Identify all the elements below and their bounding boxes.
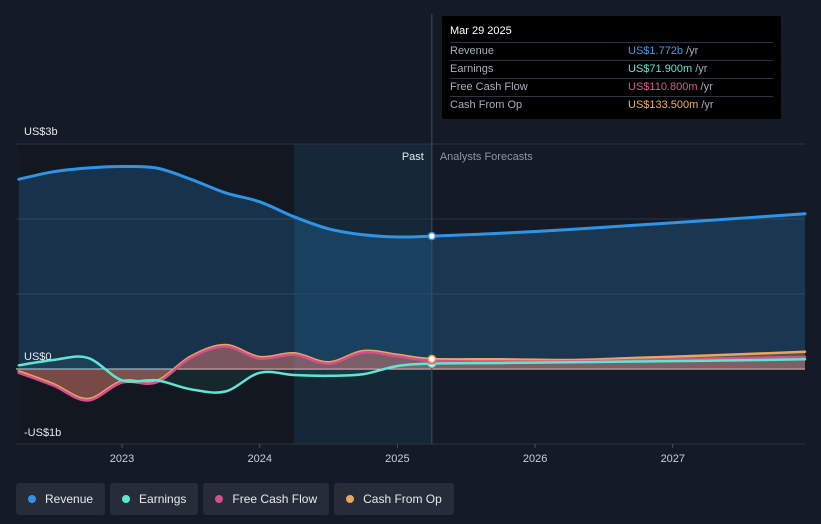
area-free-cash-flow	[18, 346, 806, 401]
series-line-revenue	[17, 164, 807, 239]
x-tick-label: 2024	[247, 453, 271, 465]
tooltip-value: US$71.900m	[628, 63, 693, 75]
tooltip: Mar 29 2025 Revenue US$1.772b /yr Earnin…	[442, 16, 781, 119]
past-label: Past	[402, 151, 424, 163]
x-tick-label: 2023	[110, 453, 134, 465]
tooltip-value: US$1.772b	[628, 45, 684, 57]
point-marker-cash-from-op	[427, 354, 437, 364]
tooltip-row-earnings: Earnings US$71.900m /yr	[450, 60, 773, 78]
x-tick-label: 2025	[385, 453, 409, 465]
legend-item-revenue[interactable]: Revenue	[16, 483, 106, 515]
point-marker-revenue	[427, 231, 437, 241]
tooltip-label: Free Cash Flow	[450, 81, 528, 93]
legend: Revenue Earnings Free Cash Flow Cash Fro…	[16, 483, 459, 515]
tooltip-unit: /yr	[700, 81, 713, 93]
tooltip-row-revenue: Revenue US$1.772b /yr	[450, 42, 773, 60]
tooltip-row-cash-from-op: Cash From Op US$133.500m /yr	[450, 96, 773, 114]
x-tick-label: 2027	[661, 453, 685, 465]
legend-item-free-cash-flow[interactable]: Free Cash Flow	[203, 483, 330, 515]
x-tick-label: 2026	[523, 453, 547, 465]
tooltip-row-free-cash-flow: Free Cash Flow US$110.800m /yr	[450, 78, 773, 96]
tooltip-value: US$133.500m	[628, 99, 699, 111]
legend-dot-icon	[122, 495, 131, 503]
legend-dot-icon	[215, 495, 224, 503]
area-earnings	[18, 356, 806, 393]
legend-label: Free Cash Flow	[232, 492, 318, 506]
tooltip-label: Revenue	[450, 45, 495, 57]
tooltip-unit: /yr	[686, 45, 699, 57]
tooltip-value: US$110.800m	[628, 81, 698, 93]
tooltip-label: Earnings	[450, 63, 494, 75]
area-revenue	[18, 166, 806, 369]
tooltip-date: Mar 29 2025	[450, 25, 512, 37]
legend-dot-icon	[346, 495, 355, 503]
legend-label: Cash From Op	[363, 492, 442, 506]
legend-label: Revenue	[45, 492, 94, 506]
legend-item-earnings[interactable]: Earnings	[110, 483, 199, 515]
forecast-label: Analysts Forecasts	[440, 151, 533, 163]
series-line-earnings	[17, 355, 807, 394]
area-cash-from-op	[18, 344, 806, 400]
y-tick-label: US$3b	[24, 126, 58, 138]
legend-label: Earnings	[139, 492, 187, 506]
y-tick-label: US$0	[24, 351, 52, 363]
legend-dot-icon	[28, 495, 36, 503]
tooltip-unit: /yr	[695, 63, 708, 75]
tooltip-unit: /yr	[701, 99, 714, 111]
y-tick-label: -US$1b	[24, 427, 61, 439]
tooltip-label: Cash From Op	[450, 99, 523, 111]
legend-item-cash-from-op[interactable]: Cash From Op	[334, 483, 454, 515]
